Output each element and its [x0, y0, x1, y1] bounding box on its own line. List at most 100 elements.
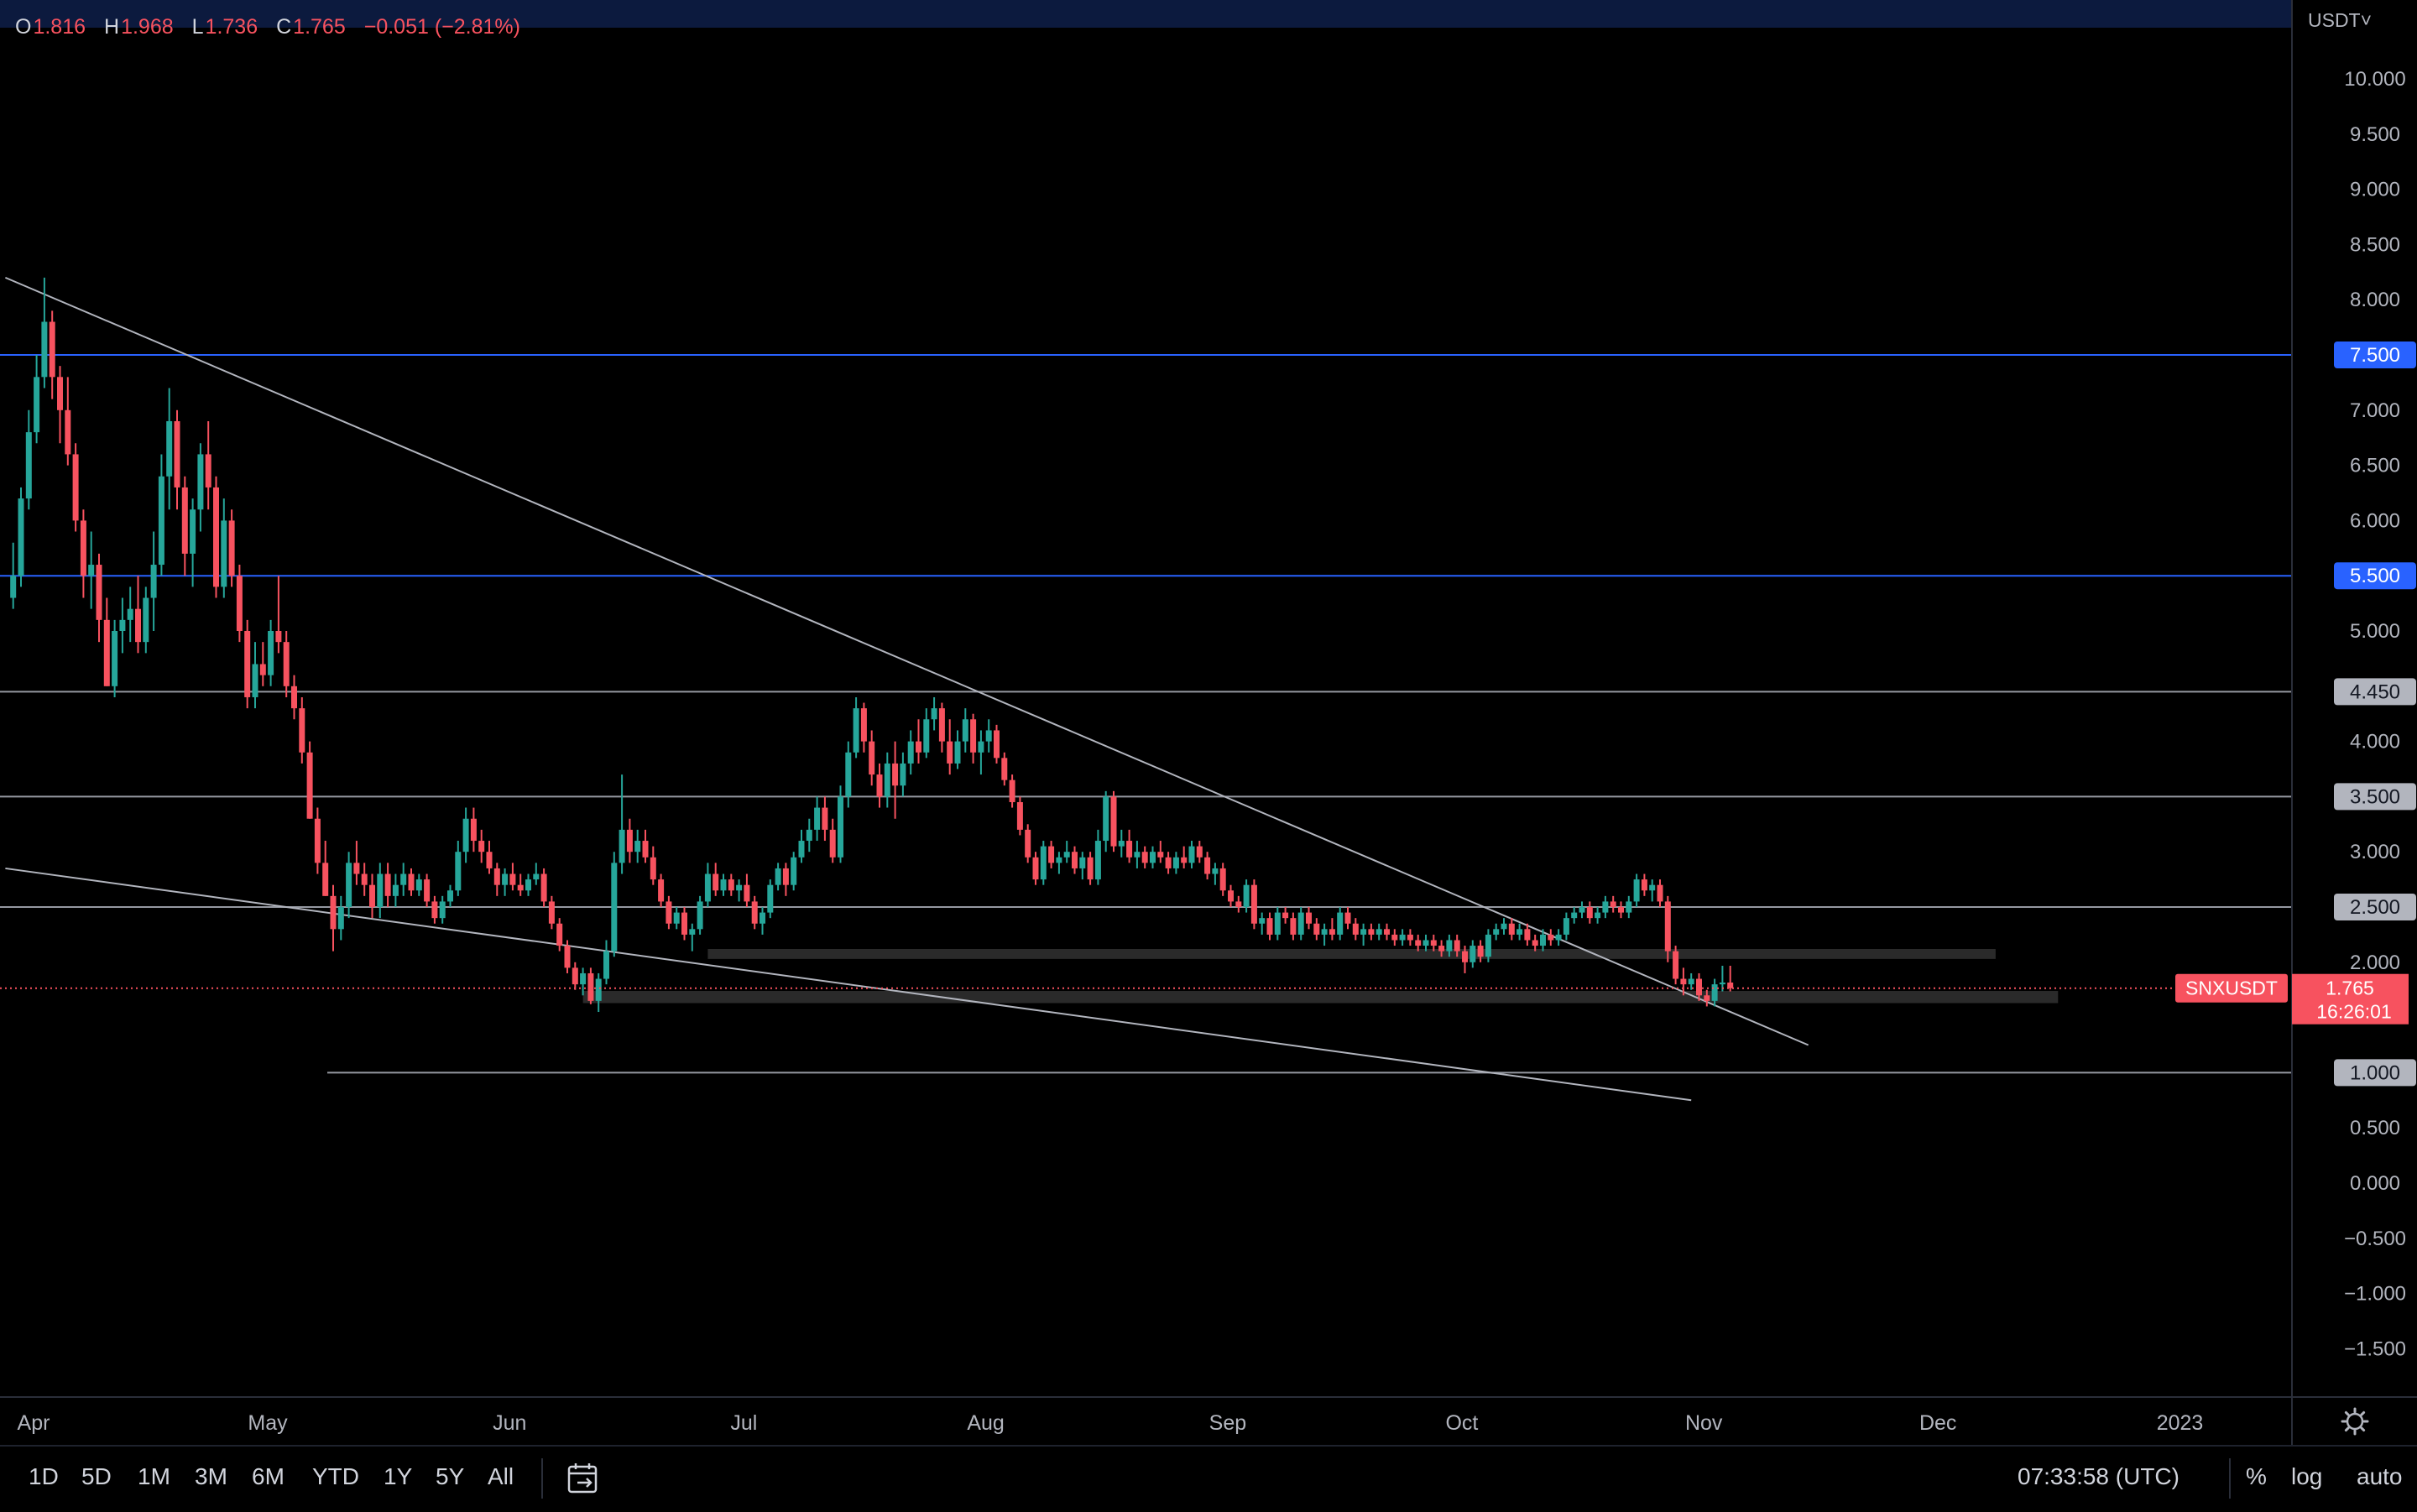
candle	[587, 967, 594, 1004]
candle	[923, 708, 930, 759]
candle	[1274, 907, 1281, 941]
utc-clock[interactable]: 07:33:58 (UTC)	[2018, 1463, 2179, 1489]
timeframe-5y[interactable]: 5Y	[436, 1463, 465, 1489]
timeframe-5d[interactable]: 5D	[81, 1463, 112, 1489]
candle	[1025, 824, 1031, 863]
candle-body	[1259, 918, 1266, 924]
candle-body	[291, 686, 297, 709]
candle-body	[619, 829, 625, 863]
candle-body	[517, 884, 524, 891]
candle-body	[1704, 995, 1710, 1001]
candle-body	[1711, 984, 1718, 1001]
candle	[1485, 929, 1491, 962]
price-axis[interactable]: 10.000 9.500 9.000 8.500 8.000 7.000 6.500 6.00…	[2344, 68, 2406, 1360]
candle	[611, 852, 618, 957]
candle-body	[1103, 796, 1109, 842]
candle-body	[1438, 946, 1445, 952]
currency-label: USDT	[2308, 9, 2361, 31]
candle-body	[860, 708, 867, 742]
level-label-box	[2334, 894, 2416, 920]
candle-body	[666, 901, 672, 924]
last-price-label: SNXUSDT 1.765 16:26:01	[2175, 973, 2409, 1025]
candle-body	[775, 868, 781, 885]
auto-scale-toggle[interactable]: auto	[2357, 1463, 2403, 1489]
candle-body	[1586, 907, 1593, 919]
price-tick-label: 0.500	[2350, 1117, 2400, 1139]
candle	[1649, 879, 1656, 902]
candle-body	[900, 763, 906, 786]
candle	[1110, 790, 1117, 852]
candle-body	[580, 972, 587, 985]
candle	[845, 741, 852, 808]
timeframe-3m[interactable]: 3M	[195, 1463, 227, 1489]
timeframe-ytd[interactable]: YTD	[312, 1463, 359, 1489]
candle	[112, 619, 118, 697]
low-label: L	[191, 15, 204, 39]
candle-body	[681, 912, 687, 935]
candle	[1563, 912, 1569, 941]
gear-icon[interactable]	[2346, 1412, 2364, 1431]
level-label-text: 2.500	[2350, 896, 2400, 919]
timeframe-1y[interactable]: 1Y	[384, 1463, 413, 1489]
high-value: 1.968	[121, 15, 174, 39]
candle-body	[244, 631, 251, 697]
symbol-name: SNXUSDT	[2185, 978, 2278, 999]
candle	[486, 841, 493, 874]
candle-body	[400, 873, 407, 885]
timeframe-6m[interactable]: 6M	[252, 1463, 285, 1489]
candle-body	[1306, 912, 1312, 924]
candle	[1633, 873, 1640, 907]
candle	[556, 918, 563, 952]
candle-body	[907, 741, 914, 764]
candle	[439, 895, 446, 924]
candle	[353, 841, 360, 885]
candle	[1704, 989, 1710, 1007]
candle	[1391, 929, 1398, 946]
candle	[1212, 863, 1219, 885]
time-axis[interactable]: Apr May Jun Jul Aug Sep Oct Nov Dec 2023	[18, 1411, 2204, 1435]
candle-body	[1337, 912, 1344, 935]
time-tick-label: Apr	[18, 1411, 50, 1435]
candle	[1290, 912, 1297, 941]
level-label-text: 7.500	[2350, 344, 2400, 367]
candle	[392, 873, 399, 907]
candle-body	[1157, 852, 1164, 858]
chart-settings-gear[interactable]	[2341, 1407, 2369, 1436]
candle-body	[540, 873, 547, 902]
candle-body	[1430, 940, 1437, 946]
candle	[1094, 829, 1101, 885]
candle	[228, 509, 235, 587]
candle-body	[838, 796, 843, 858]
candle-body	[1204, 857, 1211, 874]
price-tick-label: 3.000	[2350, 841, 2400, 863]
candle	[1711, 978, 1718, 1007]
candle-body	[1454, 940, 1460, 952]
candle-body	[1493, 929, 1500, 935]
candle	[181, 476, 188, 576]
log-scale-toggle[interactable]: log	[2291, 1463, 2323, 1489]
candle	[1126, 829, 1133, 863]
candle	[135, 576, 141, 654]
candle	[595, 972, 602, 1013]
candle-body	[221, 520, 227, 587]
currency-selector[interactable]: USDT˅	[2308, 9, 2372, 32]
support-zone	[582, 991, 2059, 1004]
price-tick-label: 5.000	[2350, 620, 2400, 643]
candle	[798, 829, 805, 863]
go-to-date-icon[interactable]	[566, 1460, 603, 1497]
percent-scale-toggle[interactable]: %	[2246, 1463, 2267, 1489]
timeframe-1m[interactable]: 1M	[138, 1463, 170, 1489]
candle	[268, 619, 274, 686]
candle-body	[119, 619, 126, 631]
candle-body	[502, 873, 509, 885]
candle	[540, 868, 547, 907]
candle	[954, 730, 961, 769]
candle-body	[25, 432, 32, 499]
candle-body	[174, 420, 180, 487]
candle-body	[962, 719, 968, 742]
timeframe-1d[interactable]: 1D	[29, 1463, 59, 1489]
timeframe-all[interactable]: All	[488, 1463, 514, 1489]
candle	[1579, 901, 1585, 919]
